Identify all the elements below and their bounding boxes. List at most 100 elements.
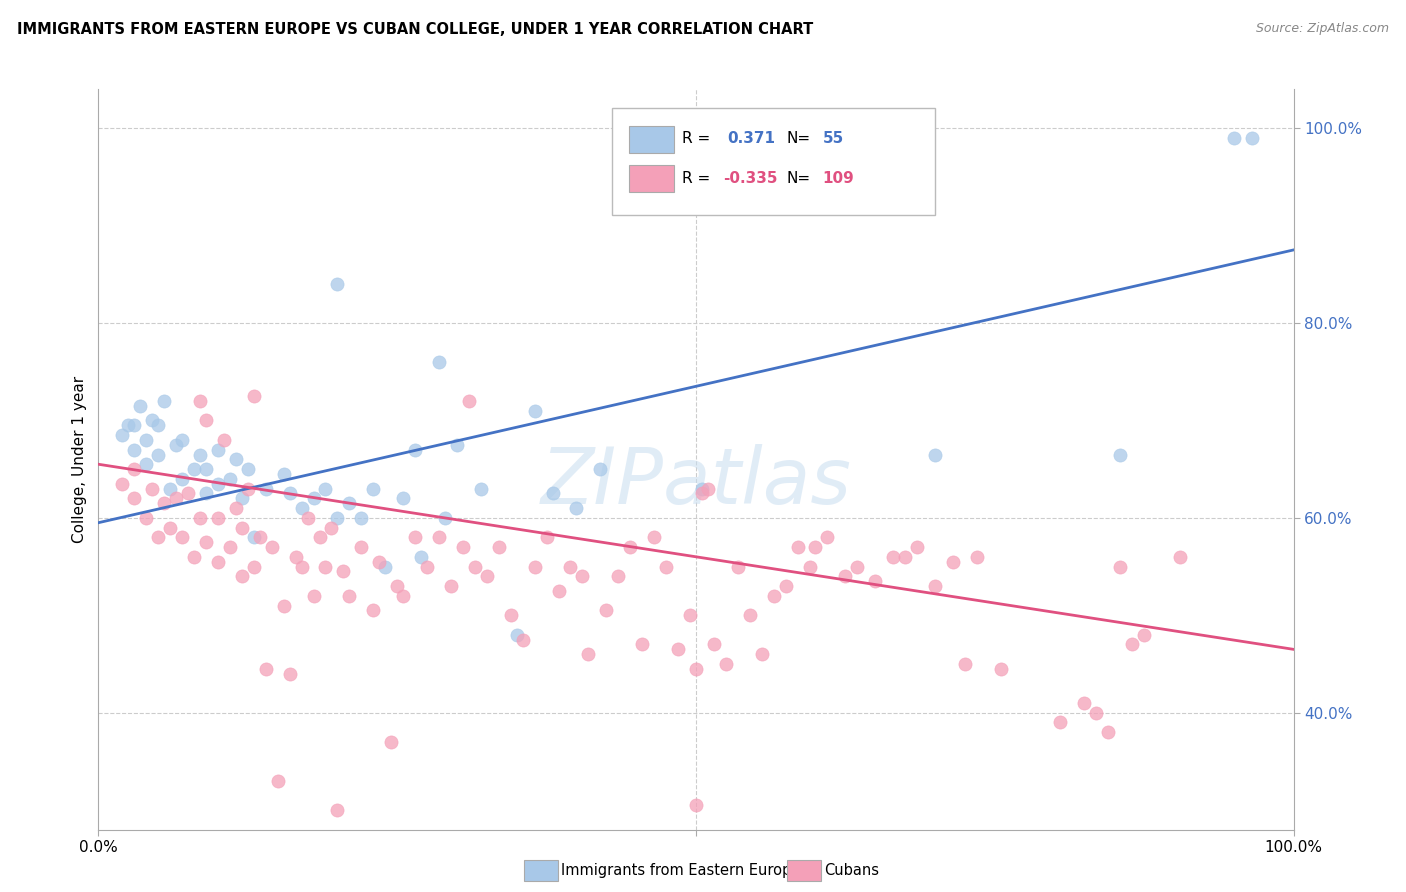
Point xyxy=(799,559,821,574)
Text: 55: 55 xyxy=(823,131,844,146)
Text: R =: R = xyxy=(682,170,710,186)
Point xyxy=(350,540,373,554)
Point xyxy=(953,657,976,671)
Point xyxy=(655,559,678,574)
Point xyxy=(225,501,247,516)
Point xyxy=(990,662,1012,676)
Point xyxy=(363,603,385,617)
Point xyxy=(243,389,266,403)
Point xyxy=(159,482,181,496)
Point xyxy=(380,735,402,749)
Point xyxy=(308,530,330,544)
Point xyxy=(172,433,194,447)
Point xyxy=(291,501,314,516)
Point xyxy=(339,589,361,603)
Point xyxy=(374,559,396,574)
Point xyxy=(523,559,546,574)
Point xyxy=(666,642,689,657)
Point xyxy=(302,589,325,603)
Point xyxy=(565,501,588,516)
Point xyxy=(690,482,713,496)
Point xyxy=(607,569,630,583)
Text: Source: ZipAtlas.com: Source: ZipAtlas.com xyxy=(1256,22,1389,36)
Point xyxy=(1168,549,1191,564)
Point xyxy=(631,638,654,652)
Point xyxy=(249,530,271,544)
Point xyxy=(475,569,498,583)
Point xyxy=(297,511,319,525)
Point xyxy=(124,491,146,506)
Text: -0.335: -0.335 xyxy=(724,170,778,186)
Point xyxy=(690,486,713,500)
Point xyxy=(1085,706,1108,720)
Point xyxy=(326,803,349,817)
Point xyxy=(697,482,720,496)
Point xyxy=(714,657,737,671)
Point xyxy=(302,491,325,506)
Point xyxy=(207,555,229,569)
Point xyxy=(738,608,761,623)
Point xyxy=(727,559,749,574)
Point xyxy=(291,559,314,574)
Point xyxy=(339,496,361,510)
Point xyxy=(506,628,529,642)
Y-axis label: College, Under 1 year: College, Under 1 year xyxy=(72,376,87,543)
Text: Cubans: Cubans xyxy=(824,863,879,878)
Point xyxy=(153,393,176,408)
Point xyxy=(404,442,426,457)
Point xyxy=(135,511,157,525)
Point xyxy=(260,540,283,554)
Point xyxy=(117,418,139,433)
Point xyxy=(786,540,808,554)
Point xyxy=(392,589,415,603)
Point xyxy=(434,511,457,525)
Point xyxy=(177,486,200,500)
Point xyxy=(499,608,522,623)
Point xyxy=(315,482,337,496)
Point xyxy=(427,355,450,369)
Point xyxy=(188,393,211,408)
Point xyxy=(129,399,152,413)
Point xyxy=(427,530,450,544)
Point xyxy=(273,599,295,613)
Point xyxy=(124,418,146,433)
Point xyxy=(124,462,146,476)
Point xyxy=(775,579,797,593)
Point xyxy=(207,511,229,525)
Point xyxy=(284,549,307,564)
Point xyxy=(195,535,218,549)
Point xyxy=(236,462,259,476)
Point xyxy=(560,559,582,574)
Point xyxy=(446,438,468,452)
Point xyxy=(148,448,170,462)
Point xyxy=(111,476,134,491)
Point xyxy=(141,413,163,427)
Point xyxy=(894,549,917,564)
Point xyxy=(321,520,343,534)
Point xyxy=(315,559,337,574)
FancyBboxPatch shape xyxy=(628,165,675,192)
Text: ZIPatlas: ZIPatlas xyxy=(540,443,852,520)
Point xyxy=(195,462,218,476)
Point xyxy=(685,798,707,813)
Point xyxy=(1109,448,1132,462)
Point xyxy=(165,438,187,452)
Point xyxy=(458,393,481,408)
Point xyxy=(523,403,546,417)
Point xyxy=(865,574,887,589)
Point xyxy=(207,476,229,491)
Point xyxy=(172,530,194,544)
Point xyxy=(488,540,510,554)
Point xyxy=(942,555,965,569)
Point xyxy=(1223,131,1246,145)
Point xyxy=(815,530,838,544)
Point xyxy=(1121,638,1143,652)
Point xyxy=(243,530,266,544)
Point xyxy=(326,277,349,291)
Point xyxy=(834,569,856,583)
Point xyxy=(148,418,170,433)
Point xyxy=(451,540,474,554)
Point xyxy=(165,491,187,506)
Point xyxy=(643,530,665,544)
Point xyxy=(188,511,211,525)
